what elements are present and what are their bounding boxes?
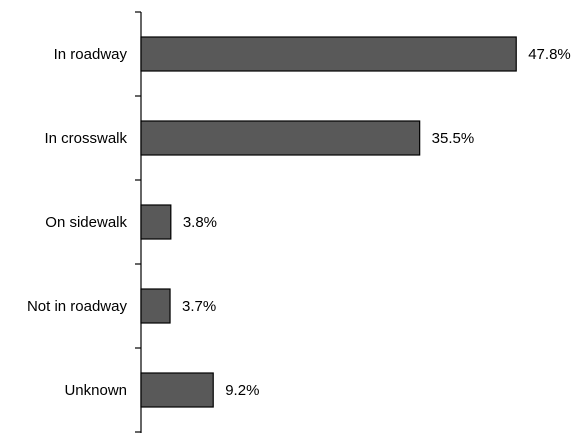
bar-in-roadway: [140, 36, 517, 72]
category-label: Unknown: [64, 382, 127, 399]
category-label: Not in roadway: [27, 298, 128, 315]
bar-not-in-roadway: [140, 288, 171, 324]
data-label: 3.8%: [183, 214, 217, 231]
y-axis: [135, 11, 142, 433]
category-label: In roadway: [54, 46, 128, 63]
category-labels: In roadway In crosswalk On sidewalk Not in …: [27, 46, 128, 399]
data-labels: 47.8% 35.5% 3.8% 3.7% 9.2%: [182, 46, 571, 399]
category-label: On sidewalk: [45, 214, 127, 231]
category-label: In crosswalk: [44, 130, 127, 147]
bars: [140, 36, 517, 408]
data-label: 9.2%: [225, 382, 259, 399]
bar-unknown: [140, 372, 214, 408]
data-label: 47.8%: [528, 46, 571, 63]
bar-in-crosswalk: [140, 120, 421, 156]
data-label: 3.7%: [182, 298, 216, 315]
data-label: 35.5%: [432, 130, 475, 147]
bar-on-sidewalk: [140, 204, 172, 240]
